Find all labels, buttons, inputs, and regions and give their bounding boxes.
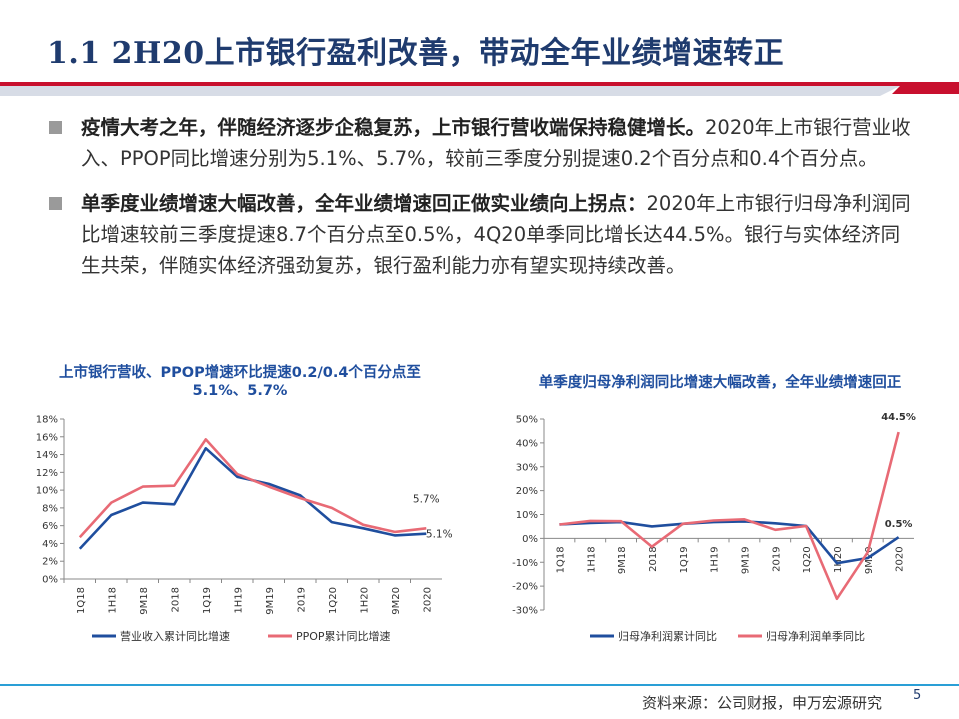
bullet-item: 疫情大考之年，伴随经济逐步企稳复苏，上市银行营收端保持稳健增长。2020年上市银… — [47, 112, 917, 174]
x-tick-label: 2018 — [648, 546, 659, 571]
y-tick-label: -20% — [512, 582, 538, 593]
y-tick-label: 50% — [516, 415, 538, 426]
x-tick-label: 2019 — [771, 546, 782, 571]
y-tick-label: 2% — [42, 557, 58, 568]
x-tick-label: 1H19 — [233, 587, 244, 614]
x-tick-label: 2018 — [170, 587, 181, 612]
y-tick-label: 4% — [42, 539, 58, 550]
y-tick-label: 10% — [36, 486, 58, 497]
footer-divider — [0, 684, 959, 686]
x-tick-label: 2020 — [895, 546, 906, 571]
data-label: 5.1% — [426, 529, 453, 541]
page-number: 5 — [913, 688, 922, 703]
y-tick-label: 0% — [522, 534, 538, 545]
x-tick-label: 1Q19 — [202, 587, 213, 614]
y-tick-label: 40% — [516, 438, 538, 449]
x-tick-label: 9M20 — [864, 546, 875, 574]
series-line — [559, 431, 900, 601]
chart1-title: 上市银行营收、PPOP增速环比提速0.2/0.4个百分点至 5.1%、5.7% — [30, 364, 450, 400]
chart2-svg: -30% -20% -10% 0% 10% 20% 30% 40% 50% 1Q18 1H18 9M1… — [512, 412, 916, 643]
data-label: 44.5% — [881, 412, 916, 423]
chart1-svg: 0% 2% 4% 6% 8% 10% 12% 14% 16% 18% 1Q18 1H18 9M18 201… — [36, 415, 453, 644]
x-tick-label: 9M19 — [740, 546, 751, 574]
bullet-text: 2020年上市银行营业收入、PPOP同比增速分别为5.1%、5.7%，较前三季度… — [81, 116, 911, 170]
x-tick-label: 2020 — [422, 587, 433, 612]
bullet-heading: 单季度业绩增速大幅改善，全年业绩增速回正做实业绩向上拐点： — [81, 192, 647, 215]
series-line — [78, 438, 427, 539]
y-tick-label: 6% — [42, 521, 58, 532]
y-tick-label: 12% — [36, 468, 58, 479]
x-tick-label: 2019 — [296, 587, 307, 612]
x-tick-label: 1Q18 — [76, 587, 87, 614]
square-bullet-icon — [49, 121, 62, 134]
legend-label: 归母净利润单季同比 — [766, 629, 865, 643]
x-tick-label: 1H18 — [586, 546, 597, 573]
y-tick-label: 18% — [36, 415, 58, 426]
chart2-title-line1: 单季度归母净利润同比增速大幅改善，全年业绩增速回正 — [538, 375, 902, 391]
chart1-title-line1: 上市银行营收、PPOP增速环比提速0.2/0.4个百分点至 — [59, 365, 421, 381]
y-tick-label: 16% — [36, 432, 58, 443]
chart2-title: 单季度归母净利润同比增速大幅改善，全年业绩增速回正 — [500, 374, 940, 392]
bullet-item: 单季度业绩增速大幅改善，全年业绩增速回正做实业绩向上拐点：2020年上市银行归母… — [47, 188, 917, 281]
bullet-text: 2020年上市银行归母净利润同比增速较前三季度提速8.7个百分点至0.5%，4Q… — [81, 192, 911, 277]
legend-label: 营业收入累计同比增速 — [120, 629, 230, 643]
x-tick-label: 9M18 — [139, 587, 150, 615]
chart1-title-line2: 5.1%、5.7% — [192, 383, 288, 399]
y-tick-label: 8% — [42, 503, 58, 514]
y-tick-label: 30% — [516, 462, 538, 473]
legend-label: PPOP累计同比增速 — [296, 629, 391, 643]
square-bullet-icon — [49, 197, 62, 210]
y-tick-label: -30% — [512, 606, 538, 617]
footer-source: 资料来源：公司财报，申万宏源研究 — [642, 694, 883, 712]
x-tick-label: 9M19 — [265, 587, 276, 615]
x-tick-label: 1Q18 — [555, 546, 566, 573]
header-band — [0, 82, 959, 96]
x-tick-label: 1H20 — [359, 587, 370, 614]
x-tick-label: 9M20 — [391, 587, 402, 615]
y-tick-label: 20% — [516, 486, 538, 497]
x-tick-label: 1Q20 — [328, 587, 339, 614]
y-tick-label: -10% — [512, 558, 538, 569]
data-label: 0.5% — [885, 519, 913, 530]
x-tick-label: 1H20 — [833, 546, 844, 573]
page-title: 1.1 2H20上市银行盈利改善，带动全年业绩增速转正 — [47, 36, 785, 71]
x-tick-label: 1H19 — [710, 546, 721, 573]
y-tick-label: 14% — [36, 450, 58, 461]
x-tick-label: 1Q20 — [802, 546, 813, 573]
x-tick-label: 9M18 — [617, 546, 628, 574]
bullet-heading: 疫情大考之年，伴随经济逐步企稳复苏，上市银行营收端保持稳健增长。 — [81, 116, 706, 139]
y-tick-label: 0% — [42, 575, 58, 586]
series-line — [78, 446, 427, 550]
data-label: 5.7% — [413, 493, 440, 505]
x-tick-label: 1H18 — [107, 587, 118, 614]
bullet-list: 疫情大考之年，伴随经济逐步企稳复苏，上市银行营收端保持稳健增长。2020年上市银… — [47, 112, 917, 295]
x-tick-label: 1Q19 — [679, 546, 690, 573]
slide-header: 1.1 2H20上市银行盈利改善，带动全年业绩增速转正 — [0, 0, 959, 98]
legend-label: 归母净利润累计同比 — [618, 629, 717, 643]
y-tick-label: 10% — [516, 510, 538, 521]
